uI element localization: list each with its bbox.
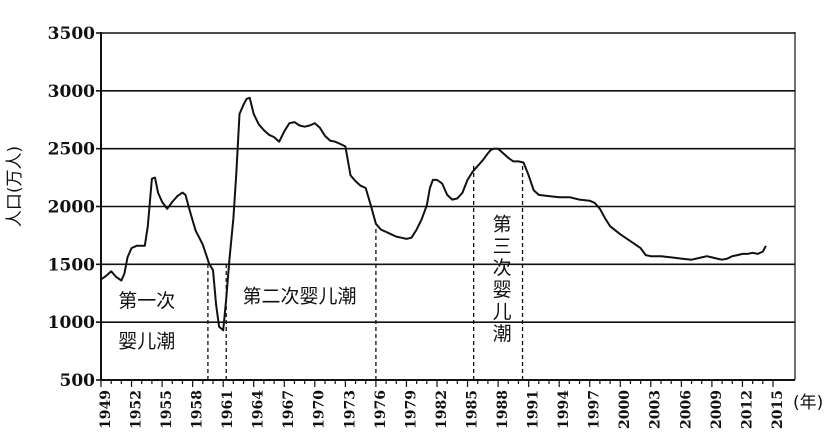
series-layer bbox=[100, 96, 767, 332]
xtick-label-1955: 1955 bbox=[159, 390, 175, 429]
ytick-label-2500: 2500 bbox=[48, 140, 95, 160]
series-line-0 bbox=[100, 96, 767, 332]
annotation-2: 婴儿潮 bbox=[118, 331, 175, 353]
y-tick-labels: 500 1000 1500 2000 2500 3000 3500 bbox=[48, 24, 95, 391]
xtick-label-1997: 1997 bbox=[587, 390, 603, 429]
xtick-label-2000: 2000 bbox=[617, 390, 633, 429]
xtick-label-1979: 1979 bbox=[403, 390, 419, 429]
annotation-4: 第三次婴儿潮 bbox=[493, 214, 512, 345]
xtick-label-1970: 1970 bbox=[312, 390, 328, 429]
xtick-label-1985: 1985 bbox=[464, 390, 480, 429]
xtick-label-1973: 1973 bbox=[342, 390, 358, 429]
reference-lines bbox=[207, 163, 524, 380]
annotation-1: 第一次 bbox=[118, 290, 175, 312]
xtick-label-1958: 1958 bbox=[190, 390, 206, 429]
xtick-label-2006: 2006 bbox=[678, 390, 694, 429]
annotation-3: 第二次婴儿潮 bbox=[243, 286, 357, 308]
axes bbox=[96, 32, 796, 387]
xtick-label-1964: 1964 bbox=[251, 390, 267, 429]
xtick-label-1982: 1982 bbox=[434, 390, 450, 429]
ytick-label-1500: 1500 bbox=[48, 255, 95, 275]
xtick-label-2003: 2003 bbox=[648, 390, 664, 429]
ytick-label-1000: 1000 bbox=[48, 313, 95, 333]
xtick-label-1961: 1961 bbox=[220, 390, 236, 429]
xtick-label-1991: 1991 bbox=[526, 390, 542, 429]
xtick-label-2015: 2015 bbox=[770, 390, 786, 429]
xtick-label-1994: 1994 bbox=[556, 390, 572, 429]
xtick-label-1967: 1967 bbox=[281, 390, 297, 429]
ytick-label-3000: 3000 bbox=[48, 82, 95, 102]
xtick-label-1952: 1952 bbox=[128, 390, 144, 429]
xtick-label-2012: 2012 bbox=[739, 390, 755, 429]
xtick-label-1949: 1949 bbox=[98, 390, 114, 429]
ytick-label-2000: 2000 bbox=[48, 198, 95, 218]
ytick-label-500: 500 bbox=[60, 371, 96, 391]
x-axis-title: (年) bbox=[793, 393, 823, 413]
ytick-label-3500: 3500 bbox=[48, 24, 95, 44]
xtick-label-1988: 1988 bbox=[495, 390, 511, 429]
xtick-label-2009: 2009 bbox=[709, 390, 725, 429]
xtick-label-1976: 1976 bbox=[373, 390, 389, 429]
x-tick-labels: 1949 1952 1955 1958 1961 1964 1967 1970 1973 1976… bbox=[98, 390, 786, 429]
grid-lines bbox=[101, 32, 795, 323]
y-axis-title: 人口(万人) bbox=[5, 146, 25, 227]
